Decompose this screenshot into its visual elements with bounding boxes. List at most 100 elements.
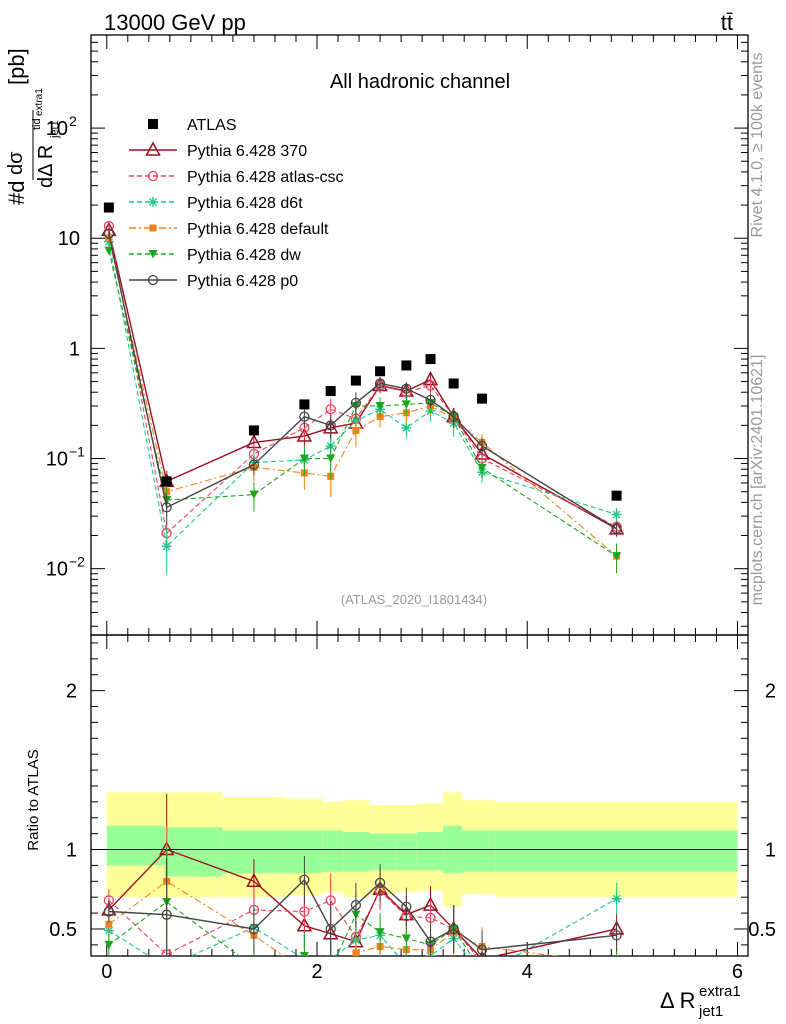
analysis-label: (ATLAS_2020_I1801434): [341, 592, 487, 607]
legend-item-default: Pythia 6.428 default: [129, 221, 329, 238]
axis-ticks: [91, 34, 748, 956]
legend-marker-dw: [148, 250, 158, 259]
y-axis-label-sub: jet1: [49, 120, 61, 139]
ratio-point-p0: [350, 899, 362, 911]
ratio-point-dw: [104, 940, 114, 950]
legend-marker-d6t-stroke: [149, 198, 157, 206]
y-axis-label-main: #d dσ dΔ R tid jet1 extra1 [pb]: [4, 48, 61, 205]
ratio-line-default: [108, 880, 560, 956]
legend-item-d6t: Pythia 6.428 d6t: [129, 195, 303, 212]
legend-marker-p370: [145, 141, 161, 156]
y-axis-label-sup: tid: [31, 118, 43, 130]
y-axis-label-d: #d: [4, 181, 29, 205]
y-axis-label-unit: [pb]: [4, 48, 29, 85]
y-tick-label-ratio-right: 1: [765, 840, 776, 862]
legend-label-atlascsc: Pythia 6.428 atlas-csc: [187, 169, 344, 186]
x-tick-label: 0: [101, 961, 112, 983]
x-axis-label-main: Δ R: [660, 988, 695, 1013]
y-tick-label-main-exponent: −1: [69, 444, 85, 460]
y-tick-label-main: 10: [46, 559, 68, 581]
legend-label-p0: Pythia 6.428 p0: [187, 273, 298, 290]
ratio-point-d6t-stroke: [426, 952, 432, 956]
point-d6t: [401, 422, 412, 433]
legend-label-dw: Pythia 6.428 dw: [187, 247, 301, 264]
point-atlascsc: [425, 380, 436, 391]
point-dw: [249, 490, 259, 500]
x-tick-label: 2: [311, 961, 322, 983]
process-label: tt̄: [721, 10, 733, 35]
x-axis-label-sub: jet1: [698, 1003, 723, 1020]
point-dw: [612, 552, 622, 561]
data-point-atlas: [611, 490, 622, 501]
ratio-point-p0: [425, 936, 436, 947]
y-tick-label-ratio: 0.5: [49, 919, 77, 941]
point-p0: [103, 228, 115, 239]
ratio-point-d6t-stroke: [429, 952, 435, 956]
legend-marker-d6t: [148, 197, 158, 207]
legend-marker-atlascsc: [147, 170, 159, 182]
point-p0: [350, 397, 362, 409]
legend-item-p370: Pythia 6.428 370: [129, 141, 307, 160]
y-axis-label-num: dσ: [5, 151, 27, 175]
y-tick-label-main-exponent: −2: [69, 554, 85, 570]
ratio-point-p0: [401, 901, 412, 912]
data-point-atlas: [425, 354, 436, 365]
y-tick-label-ratio: 2: [66, 681, 77, 703]
point-p0: [299, 411, 310, 422]
point-p0: [161, 502, 172, 513]
ratio-line-atlascsc: [108, 889, 478, 956]
ratio-point-dw: [375, 928, 385, 937]
point-p0: [476, 440, 488, 452]
point-d6t-stroke: [162, 542, 171, 551]
data-point-atlas: [161, 476, 172, 487]
point-dw: [104, 246, 114, 256]
x-axis-label: Δ R extra1 jet1: [660, 983, 741, 1020]
data-point-atlas: [448, 378, 459, 389]
ratio-series-clipped: [101, 793, 625, 956]
ratio-point-p0: [248, 923, 260, 935]
ratio-line-p0: [108, 878, 617, 951]
ratio-point-p0: [374, 877, 386, 889]
y-tick-label-ratio-right: 2: [765, 681, 776, 703]
series-line-atlascsc: [108, 225, 617, 535]
point-dw: [401, 400, 411, 409]
channel-title: All hadronic channel: [330, 71, 510, 93]
point-atlascsc: [103, 220, 115, 232]
point-d6t: [611, 509, 622, 520]
ratio-band-inner: [343, 832, 370, 872]
ratio-band-inner: [416, 832, 444, 871]
point-p0: [374, 378, 386, 389]
point-d6t-stroke: [402, 423, 411, 432]
legend-label-atlas: ATLAS: [187, 117, 237, 134]
point-atlascsc: [325, 404, 336, 415]
ratio-point-p0: [161, 909, 172, 920]
y-tick-label-main: 10: [46, 449, 68, 471]
ratio-line-d6t: [108, 898, 617, 956]
data-point-atlas: [401, 360, 412, 371]
point-dw: [375, 401, 385, 411]
ratio-series-p0: [103, 855, 622, 956]
y-tick-label-main: 1: [69, 338, 80, 360]
ratio-band-inner: [395, 833, 417, 871]
point-p0: [448, 411, 459, 422]
y-tick-label-main: 10: [58, 228, 80, 250]
series-line-dw: [108, 250, 617, 557]
x-tick-label: 6: [732, 961, 743, 983]
data-point-atlas: [248, 425, 259, 436]
point-dw: [477, 464, 487, 473]
y-tick-label-ratio: 1: [66, 840, 77, 862]
point-d6t-stroke: [612, 510, 621, 519]
legend-label-p370: Pythia 6.428 370: [187, 143, 307, 160]
legend-label-d6t: Pythia 6.428 d6t: [187, 195, 303, 212]
y-tick-label-main-exponent: 2: [69, 113, 77, 129]
ratio-point-p0: [611, 930, 622, 941]
point-p370: [296, 427, 313, 442]
y-axis-label-den: dΔ R: [35, 145, 57, 188]
data-point-atlas: [350, 375, 361, 386]
point-p0: [425, 394, 436, 406]
data-point-atlas: [325, 386, 336, 397]
ratio-point-p0: [299, 874, 310, 885]
ratio-point-d6t: [611, 893, 622, 904]
ratio-plot-frame: [90, 634, 749, 957]
legend-item-atlas: ATLAS: [148, 117, 237, 134]
